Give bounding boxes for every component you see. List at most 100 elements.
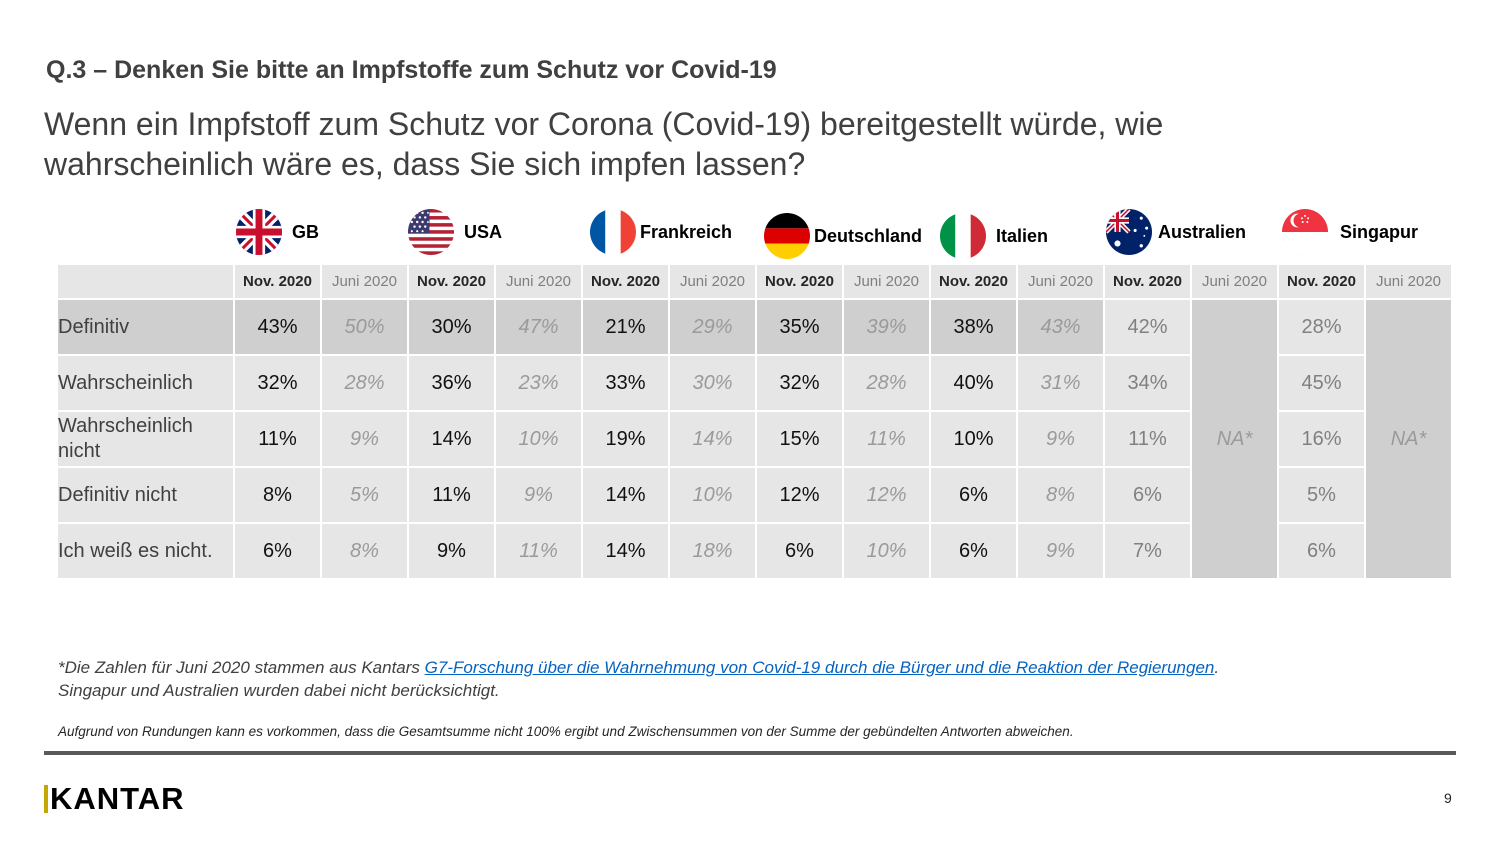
footnote-source-link[interactable]: G7-Forschung über die Wahrnehmung von Co… [424, 658, 1215, 677]
col-fr-nov: Nov. 2020 [583, 265, 668, 298]
cell-gb-jun: 50% [322, 300, 407, 354]
cell-sg-nov: 6% [1279, 524, 1364, 578]
singapore-flag-icon [1282, 209, 1328, 255]
footer-divider [44, 751, 1456, 755]
cell-it-jun: 9% [1018, 412, 1103, 466]
cell-usa-nov: 30% [409, 300, 494, 354]
logo-text: KANTAR [50, 781, 185, 816]
usa-flag-icon [408, 209, 454, 255]
col-usa-nov: Nov. 2020 [409, 265, 494, 298]
footnote-suffix: . [1214, 658, 1220, 677]
footnote-line2: Singapur und Australien wurden dabei nic… [58, 681, 500, 700]
cell-au-nov: 7% [1105, 524, 1190, 578]
cell-usa-jun: 11% [496, 524, 581, 578]
col-gb-jun: Juni 2020 [322, 265, 407, 298]
col-usa-jun: Juni 2020 [496, 265, 581, 298]
cell-gb-nov: 8% [235, 468, 320, 522]
cell-it-jun: 8% [1018, 468, 1103, 522]
results-table: Nov. 2020 Juni 2020 Nov. 2020 Juni 2020 … [56, 263, 1453, 580]
country-name: USA [464, 221, 503, 242]
col-gb-nov: Nov. 2020 [235, 265, 320, 298]
headline: Wenn ein Impfstoff zum Schutz vor Corona… [44, 106, 1164, 182]
cell-de-nov: 32% [757, 356, 842, 410]
rounding-note: Aufgrund von Rundungen kann es vorkommen… [58, 724, 1074, 739]
cell-fr-nov: 14% [583, 468, 668, 522]
cell-gb-nov: 11% [235, 412, 320, 466]
cell-de-nov: 12% [757, 468, 842, 522]
cell-usa-nov: 14% [409, 412, 494, 466]
cell-fr-nov: 33% [583, 356, 668, 410]
cell-it-nov: 6% [931, 524, 1016, 578]
country-name: Deutschland [814, 225, 923, 246]
cell-fr-jun: 10% [670, 468, 755, 522]
country-singapore: Singapur [1282, 206, 1418, 258]
cell-au-nov: 11% [1105, 412, 1190, 466]
cell-gb-jun: 28% [322, 356, 407, 410]
row-label: Definitiv nicht [58, 468, 233, 522]
cell-it-jun: 9% [1018, 524, 1103, 578]
australia-flag-icon [1106, 209, 1152, 255]
cell-de-jun: 39% [844, 300, 929, 354]
col-de-nov: Nov. 2020 [757, 265, 842, 298]
kantar-logo: KANTAR [44, 781, 185, 816]
cell-de-jun: 11% [844, 412, 929, 466]
country-name: Australien [1158, 221, 1247, 242]
cell-gb-nov: 43% [235, 300, 320, 354]
page-number: 9 [1444, 790, 1452, 806]
cell-it-nov: 6% [931, 468, 1016, 522]
cell-fr-jun: 29% [670, 300, 755, 354]
country-name: Singapur [1340, 221, 1419, 242]
country-name: Frankreich [640, 221, 733, 242]
table-row: Wahrscheinlich nicht 11% 9% 14% 10% 19% … [58, 412, 1451, 466]
cell-fr-nov: 14% [583, 524, 668, 578]
table-corner [58, 265, 233, 298]
cell-usa-jun: 47% [496, 300, 581, 354]
table-row: Ich weiß es nicht. 6% 8% 9% 11% 14% 18% … [58, 524, 1451, 578]
col-it-jun: Juni 2020 [1018, 265, 1103, 298]
country-gb: GB [236, 206, 319, 258]
country-germany: Deutschland [764, 210, 922, 262]
italy-flag-icon [940, 213, 986, 259]
country-name: Italien [996, 225, 1049, 246]
cell-de-nov: 6% [757, 524, 842, 578]
cell-it-jun: 43% [1018, 300, 1103, 354]
col-it-nov: Nov. 2020 [931, 265, 1016, 298]
row-label: Wahrscheinlich [58, 356, 233, 410]
cell-fr-nov: 19% [583, 412, 668, 466]
col-sg-nov: Nov. 2020 [1279, 265, 1364, 298]
table-row: Definitiv 43% 50% 30% 47% 21% 29% 35% 39… [58, 300, 1451, 578]
cell-usa-jun: 9% [496, 468, 581, 522]
col-sg-jun: Juni 2020 [1366, 265, 1451, 298]
footnote-prefix: *Die Zahlen für Juni 2020 stammen aus Ka… [58, 658, 425, 677]
cell-it-nov: 40% [931, 356, 1016, 410]
cell-fr-nov: 21% [583, 300, 668, 354]
cell-usa-nov: 9% [409, 524, 494, 578]
row-label: Ich weiß es nicht. [58, 524, 233, 578]
cell-gb-jun: 8% [322, 524, 407, 578]
country-france: Frankreich [590, 206, 732, 258]
france-flag-icon [590, 209, 636, 255]
cell-au-jun-na: NA* [1192, 300, 1277, 578]
cell-de-nov: 15% [757, 412, 842, 466]
cell-usa-jun: 10% [496, 412, 581, 466]
cell-sg-nov: 45% [1279, 356, 1364, 410]
cell-au-nov: 42% [1105, 300, 1190, 354]
col-au-jun: Juni 2020 [1192, 265, 1277, 298]
cell-it-nov: 38% [931, 300, 1016, 354]
cell-it-nov: 10% [931, 412, 1016, 466]
logo-accent-bar [44, 785, 48, 813]
cell-au-nov: 34% [1105, 356, 1190, 410]
country-australia: Australien [1106, 206, 1246, 258]
cell-gb-jun: 5% [322, 468, 407, 522]
cell-de-jun: 28% [844, 356, 929, 410]
row-label: Wahrscheinlich nicht [58, 412, 233, 466]
footnote: *Die Zahlen für Juni 2020 stammen aus Ka… [58, 656, 1438, 702]
cell-fr-jun: 30% [670, 356, 755, 410]
cell-it-jun: 31% [1018, 356, 1103, 410]
cell-fr-jun: 18% [670, 524, 755, 578]
table-row: Definitiv nicht 8% 5% 11% 9% 14% 10% 12%… [58, 468, 1451, 522]
col-de-jun: Juni 2020 [844, 265, 929, 298]
cell-de-jun: 10% [844, 524, 929, 578]
cell-au-nov: 6% [1105, 468, 1190, 522]
col-fr-jun: Juni 2020 [670, 265, 755, 298]
